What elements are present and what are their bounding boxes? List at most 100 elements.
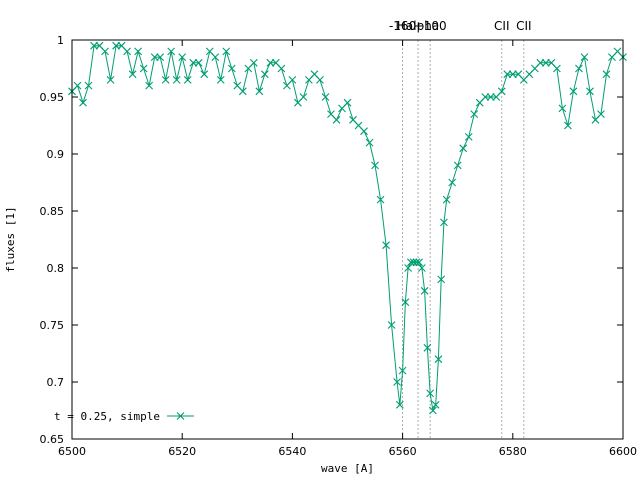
x-axis: 6500 6520 6540 6560 6580 6600 xyxy=(58,40,637,458)
data-point xyxy=(227,64,236,73)
x-tick-label: 6580 xyxy=(499,445,527,458)
line-marker-label: +100 xyxy=(414,19,447,33)
data-point xyxy=(536,58,545,67)
data-point xyxy=(128,70,137,79)
data-point xyxy=(395,400,404,409)
data-point xyxy=(440,218,448,227)
data-point xyxy=(486,93,495,101)
data-point xyxy=(580,53,589,61)
data-point xyxy=(431,400,440,409)
data-point xyxy=(277,64,286,73)
data-point xyxy=(437,275,446,284)
data-point xyxy=(150,53,159,61)
data-point xyxy=(216,76,225,84)
y-axis-label: fluxes [1] xyxy=(4,206,17,272)
data-point xyxy=(464,133,473,141)
data-point xyxy=(134,47,143,56)
line-marker-label: CII xyxy=(494,19,509,33)
data-point xyxy=(222,47,231,56)
data-point xyxy=(172,76,181,84)
x-tick-label: 6500 xyxy=(58,445,86,458)
series-layer xyxy=(68,41,627,415)
legend-label: t = 0.25, simple xyxy=(54,410,160,423)
data-point xyxy=(238,87,247,96)
data-point xyxy=(558,104,567,113)
data-point xyxy=(434,355,443,364)
data-point xyxy=(401,298,410,307)
data-point xyxy=(249,58,258,67)
data-point xyxy=(481,93,490,101)
x-axis-label: wave [A] xyxy=(321,462,374,475)
data-point xyxy=(139,64,148,73)
data-point xyxy=(255,87,264,96)
y-tick-label: 0.7 xyxy=(47,376,65,389)
x-tick-label: 6600 xyxy=(609,445,637,458)
data-point xyxy=(398,366,407,375)
y-tick-label: 0.65 xyxy=(40,433,65,446)
data-point xyxy=(211,53,220,61)
y-tick-label: 1 xyxy=(57,34,64,47)
data-point xyxy=(470,110,479,118)
data-point xyxy=(316,76,324,84)
line-marker-label: -160 xyxy=(389,19,416,33)
data-point xyxy=(597,110,605,118)
data-point xyxy=(541,58,550,67)
data-point xyxy=(586,87,594,96)
data-point xyxy=(112,41,120,50)
y-tick-label: 0.8 xyxy=(47,262,65,275)
data-point xyxy=(79,98,87,107)
data-point xyxy=(497,87,506,96)
data-point xyxy=(178,53,187,61)
y-tick-label: 0.9 xyxy=(47,148,65,161)
data-point xyxy=(183,76,192,84)
data-point xyxy=(200,70,209,79)
series-line xyxy=(71,45,624,413)
data-point xyxy=(406,258,415,267)
data-point xyxy=(415,258,424,267)
x-tick-label: 6560 xyxy=(389,445,417,458)
data-point xyxy=(145,81,154,90)
data-point xyxy=(382,241,390,250)
data-point xyxy=(343,98,352,107)
data-point xyxy=(156,53,165,61)
data-point xyxy=(423,343,432,352)
y-tick-label: 0.95 xyxy=(40,91,65,104)
data-point xyxy=(575,64,583,73)
data-point xyxy=(371,161,379,170)
data-point xyxy=(508,70,517,79)
data-point xyxy=(459,144,468,153)
plot-frame xyxy=(71,39,624,440)
data-point xyxy=(564,121,572,130)
data-point xyxy=(266,58,275,67)
data-point xyxy=(167,47,176,56)
data-point xyxy=(332,115,341,124)
data-point xyxy=(84,81,93,90)
data-point xyxy=(321,93,330,101)
legend-marker-x xyxy=(176,412,185,420)
data-point xyxy=(602,70,611,79)
data-point xyxy=(420,286,429,295)
series-points xyxy=(68,41,627,415)
data-point xyxy=(442,195,451,204)
data-point xyxy=(417,264,426,272)
data-point xyxy=(448,178,457,187)
data-point xyxy=(393,378,401,386)
data-point xyxy=(387,321,396,329)
data-point xyxy=(288,76,297,84)
line-marker-label: CII xyxy=(516,19,531,33)
data-point xyxy=(453,161,462,170)
data-point xyxy=(161,76,170,84)
data-point xyxy=(73,81,82,90)
data-point xyxy=(189,58,198,67)
legend: t = 0.25, simple xyxy=(54,410,194,423)
data-point xyxy=(503,70,512,79)
data-point xyxy=(360,127,368,136)
data-point xyxy=(426,389,435,398)
legend-marker-sample xyxy=(176,412,185,420)
x-tick-label: 6520 xyxy=(168,445,196,458)
data-point xyxy=(299,93,308,101)
y-tick-label: 0.75 xyxy=(40,319,65,332)
data-point xyxy=(569,87,578,96)
